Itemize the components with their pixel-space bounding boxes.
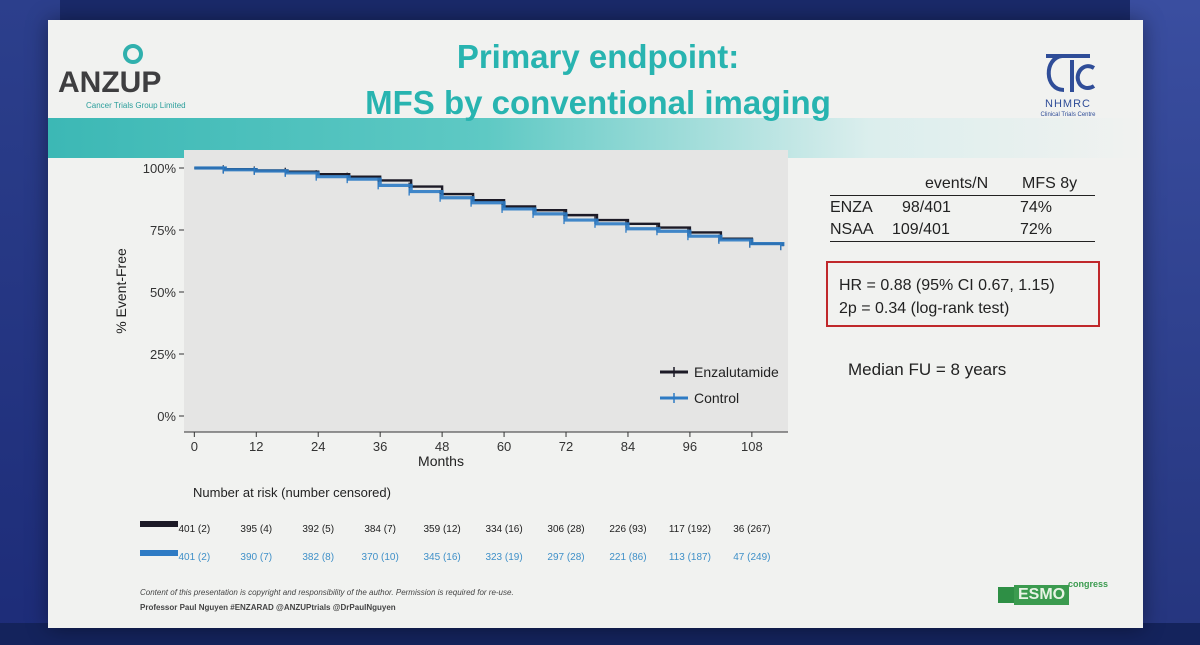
hazard-ratio-box: HR = 0.88 (95% CI 0.67, 1.15) 2p = 0.34 … (826, 261, 1100, 327)
title-line-2: MFS by conventional imaging (365, 84, 831, 121)
nhmrc-logo: NHMRC Clinical Trials Centre (1028, 46, 1108, 126)
x-tick-label: 96 (683, 439, 697, 454)
risk-cell-enzalutamide: 359 (12) (423, 524, 461, 535)
risk-cell-enzalutamide: 334 (16) (485, 524, 523, 535)
esmo-logo: ESMO congress (998, 579, 1108, 607)
risk-cell-enzalutamide: 401 (2) (178, 524, 211, 535)
y-tick-label: 50% (150, 285, 176, 300)
risk-table-title: Number at risk (number censored) (193, 485, 391, 500)
stats-mfs-nsaa: 72% (1020, 221, 1053, 238)
slide-title: Primary endpoint: MFS by conventional im… (348, 34, 848, 126)
plot-area (184, 150, 788, 432)
risk-cell-enzalutamide: 226 (93) (609, 524, 647, 535)
stats-mfs-enza: 74% (1020, 199, 1053, 216)
y-tick-label: 0% (157, 409, 176, 424)
legend-label-enzalutamide: Enzalutamide (694, 364, 779, 380)
x-tick-label: 0 (191, 439, 198, 454)
x-tick-label: 48 (435, 439, 449, 454)
stats-events-nsaa: 109/401 (892, 221, 950, 238)
risk-cell-control: 390 (7) (240, 552, 273, 563)
risk-cell-control: 221 (86) (609, 552, 647, 563)
risk-swatch-control (140, 550, 178, 556)
median-followup: Median FU = 8 years (848, 360, 1007, 379)
risk-cell-control: 345 (16) (423, 552, 461, 563)
y-tick-label: 100% (143, 161, 177, 176)
esmo-congress: congress (1068, 579, 1109, 589)
risk-cell-control: 113 (187) (668, 552, 711, 563)
x-tick-label: 12 (249, 439, 263, 454)
stats-arm-enza: ENZA (830, 199, 873, 216)
x-tick-label: 108 (741, 439, 763, 454)
legend-label-control: Control (694, 390, 739, 406)
risk-cell-control: 47 (249) (733, 552, 771, 563)
risk-cell-control: 323 (19) (485, 552, 523, 563)
stats-table-header: events/N MFS 8y (830, 173, 1095, 196)
esmo-mark-icon (998, 587, 1014, 603)
slide: ANZUP Cancer Trials Group Limited Primar… (48, 20, 1143, 628)
copyright-notice: Content of this presentation is copyrigh… (140, 588, 514, 597)
nhmrc-emblem-icon (1046, 54, 1096, 92)
background-bottom (0, 623, 1200, 645)
risk-swatch-enzalutamide (140, 521, 178, 527)
stats-row-nsaa: NSAA 109/401 72% (830, 219, 1095, 242)
stats-row-enza: ENZA 98/401 74% (830, 197, 1095, 219)
anzup-logo: ANZUP Cancer Trials Group Limited (58, 44, 218, 124)
x-tick-label: 36 (373, 439, 387, 454)
nhmrc-subtitle: Clinical Trials Centre (1040, 112, 1096, 118)
x-tick-label: 60 (497, 439, 511, 454)
stats-header-mfs: MFS 8y (1022, 175, 1078, 192)
title-line-1: Primary endpoint: (456, 38, 740, 75)
nhmrc-name: NHMRC (1045, 98, 1091, 110)
y-tick-label: 25% (150, 347, 176, 362)
stats-header-events: events/N (925, 175, 989, 192)
stats-events-enza: 98/401 (902, 199, 951, 216)
risk-cell-enzalutamide: 306 (28) (547, 524, 585, 535)
risk-cell-control: 370 (10) (361, 552, 399, 563)
risk-cell-enzalutamide: 384 (7) (364, 524, 396, 535)
risk-cell-control: 382 (8) (302, 552, 335, 563)
y-axis-label: % Event-Free (113, 248, 129, 334)
y-tick-label: 75% (150, 223, 176, 238)
x-tick-label: 72 (559, 439, 573, 454)
risk-cell-enzalutamide: 117 (192) (668, 524, 711, 535)
risk-cell-enzalutamide: 392 (5) (302, 524, 335, 535)
anzup-name: ANZUP (58, 66, 162, 99)
x-tick-label: 24 (311, 439, 325, 454)
anzup-ring-icon (123, 44, 143, 64)
p-value-text: 2p = 0.34 (log-rank test) (839, 300, 1010, 317)
author-line: Professor Paul Nguyen #ENZARAD @ANZUPtri… (140, 603, 396, 612)
km-curve-control (194, 166, 785, 247)
x-tick-label: 84 (621, 439, 635, 454)
risk-cell-enzalutamide: 36 (267) (733, 524, 771, 535)
km-chart: 0% 25% 50% 75% 100% 0 12 24 36 48 60 72 84 96 108 Month… (113, 150, 788, 469)
esmo-name: ESMO (1014, 585, 1070, 605)
risk-cell-enzalutamide: 395 (4) (240, 524, 273, 535)
hazard-ratio-text: HR = 0.88 (95% CI 0.67, 1.15) (839, 277, 1055, 294)
risk-cell-control: 297 (28) (547, 552, 585, 563)
anzup-subtitle: Cancer Trials Group Limited (86, 101, 186, 110)
stats-arm-nsaa: NSAA (830, 221, 874, 238)
risk-cell-control: 401 (2) (178, 552, 211, 563)
x-axis-label: Months (418, 453, 464, 469)
